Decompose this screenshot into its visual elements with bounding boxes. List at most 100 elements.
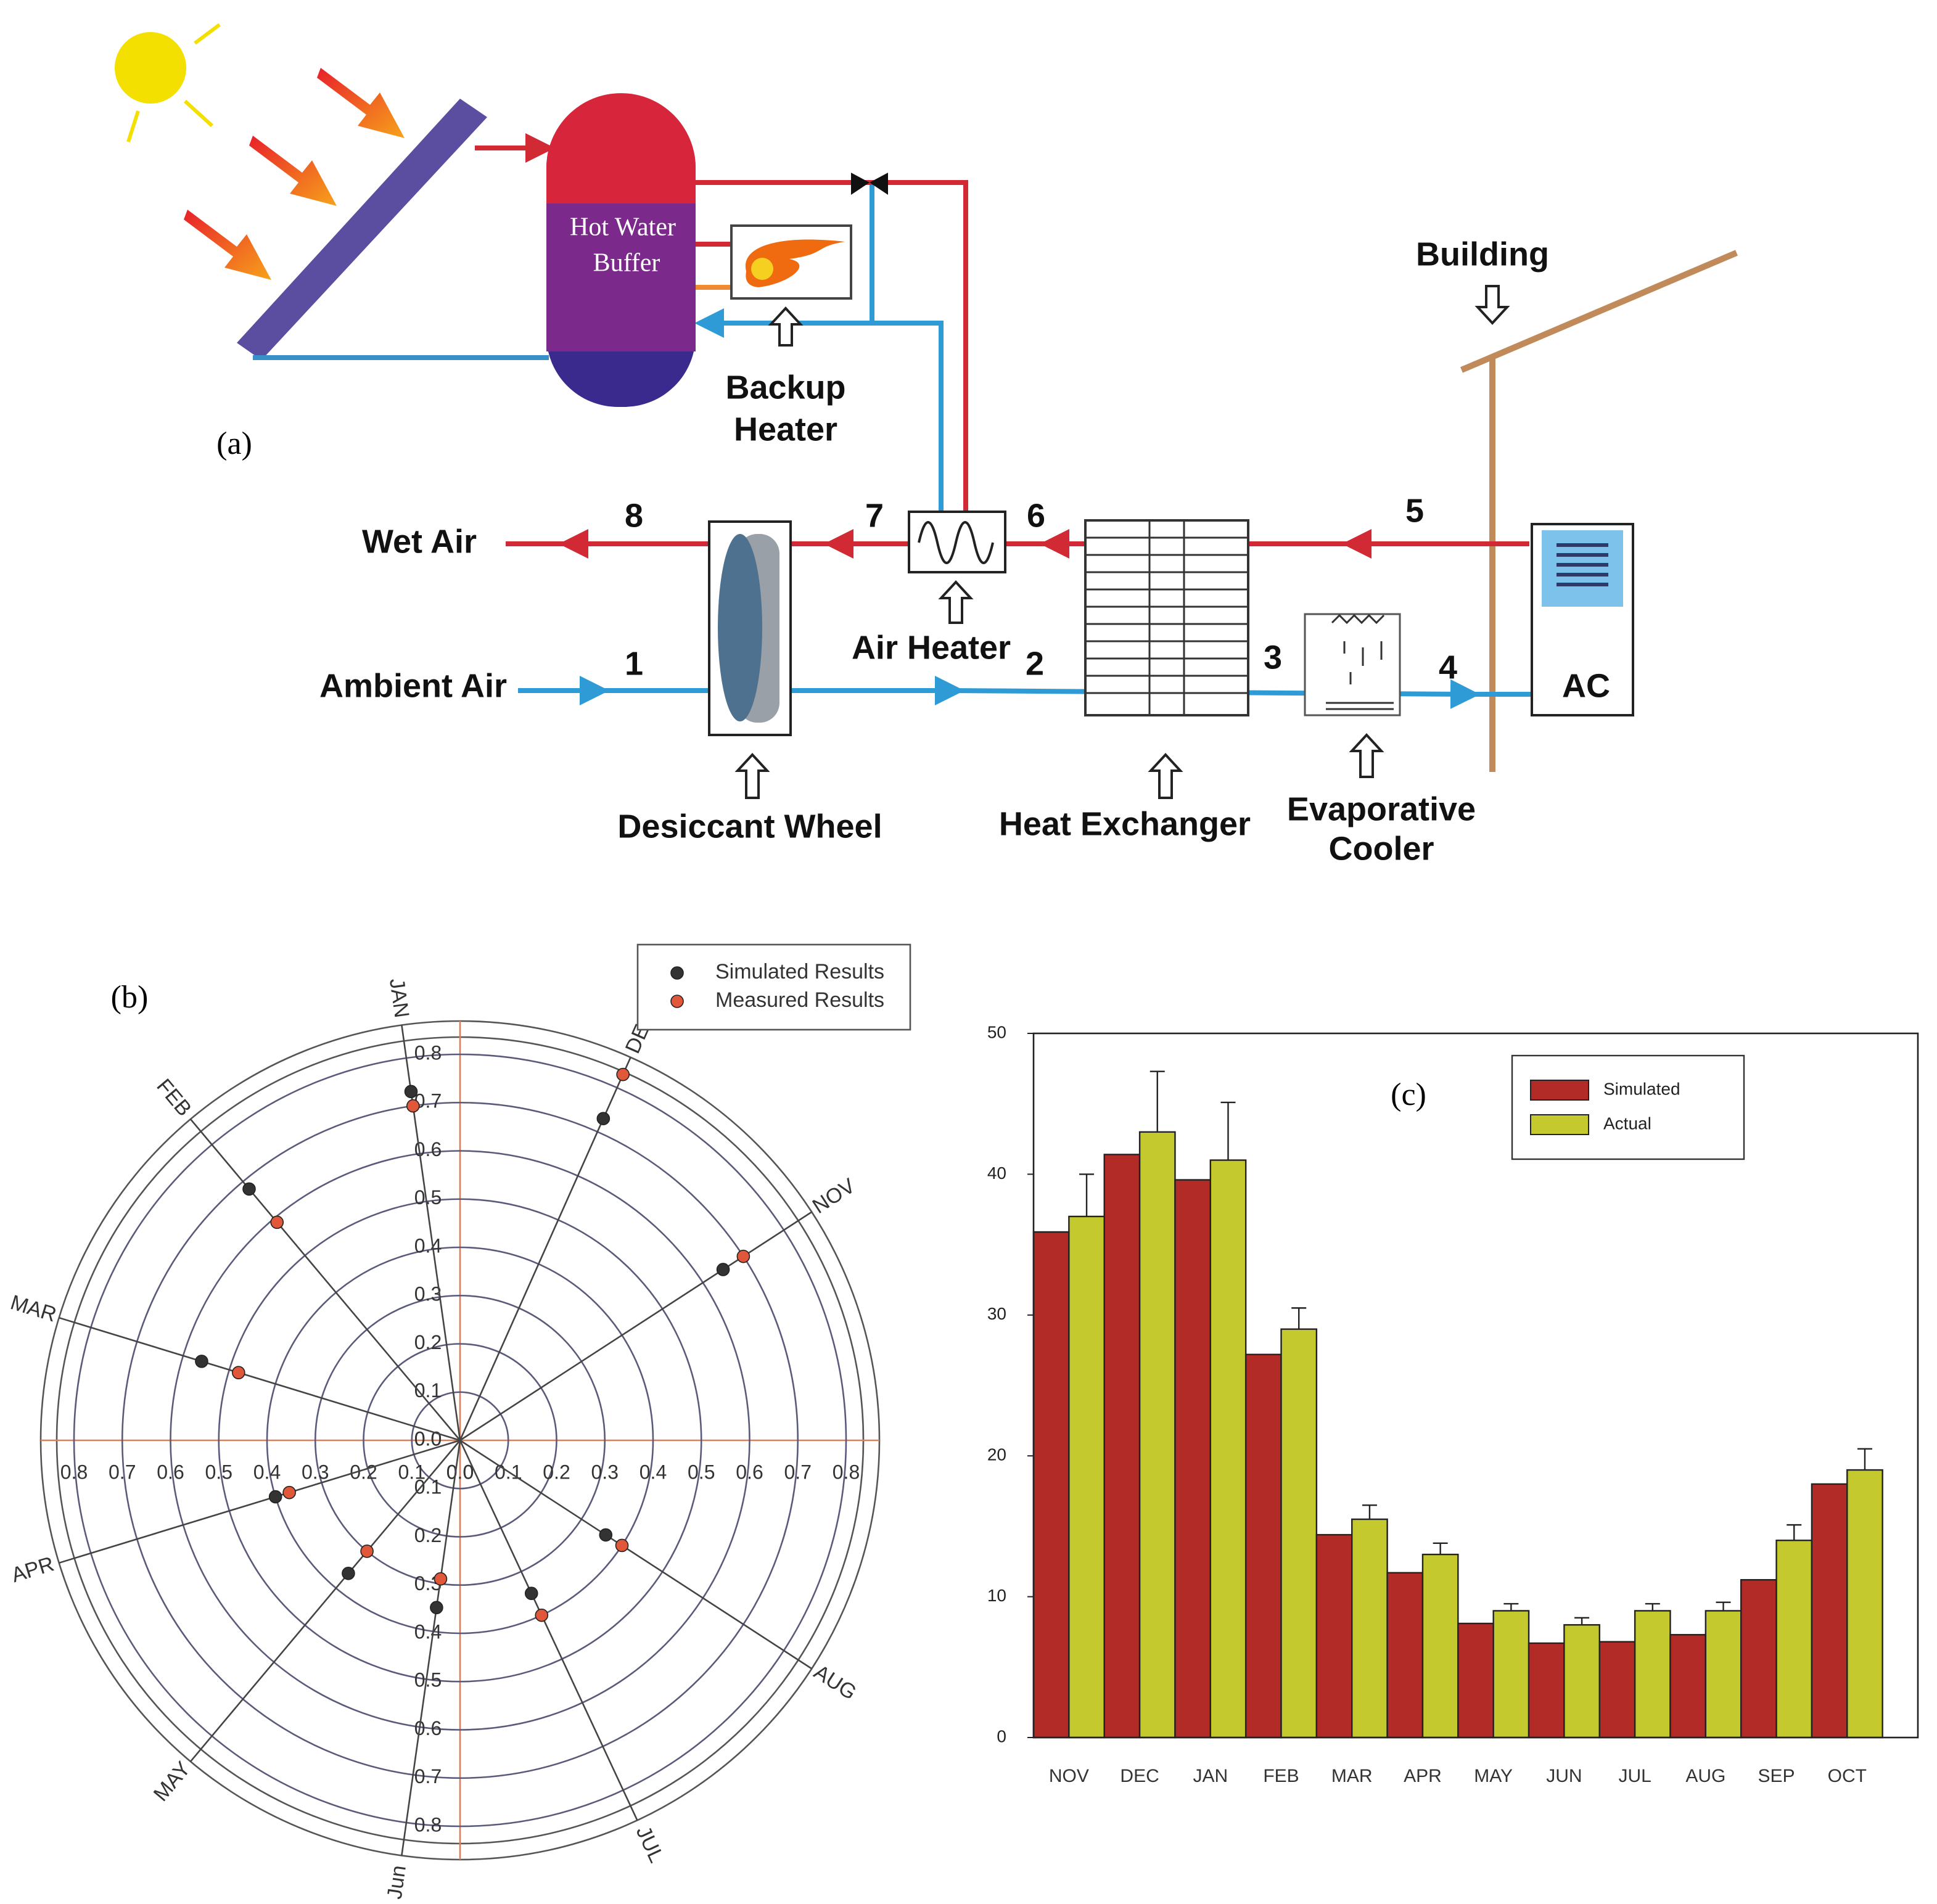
r-tick-label: 0.5	[414, 1186, 442, 1208]
y-tick-label: 10	[987, 1586, 1006, 1605]
r-tick-label: 0.8	[833, 1461, 860, 1483]
data-point	[360, 1545, 374, 1558]
y-tick-label: 50	[987, 1022, 1006, 1041]
r-tick-label: 0.0	[446, 1461, 474, 1483]
state-label: 7	[865, 497, 884, 534]
state-label: 1	[625, 645, 643, 682]
valve	[851, 173, 888, 195]
bar	[1634, 1610, 1671, 1739]
r-tick-label: 0.2	[543, 1461, 570, 1483]
category-label: FEB	[152, 1075, 196, 1121]
heat-exchanger-grid	[1085, 520, 1248, 715]
evaporative-cooler-label: Evaporative	[1287, 790, 1476, 827]
x-tick-label: JUN	[1546, 1766, 1582, 1786]
grid-circle	[266, 1246, 654, 1635]
category-label: JAN	[385, 977, 414, 1019]
grid-circle	[170, 1150, 751, 1731]
bar	[1244, 1353, 1282, 1739]
error-bar	[1716, 1601, 1731, 1611]
state-label: 5	[1405, 492, 1424, 529]
error-bar	[1079, 1173, 1095, 1217]
grid-circle	[314, 1294, 606, 1586]
bar	[1598, 1641, 1636, 1739]
state-label: 6	[1027, 497, 1045, 534]
data-point	[716, 1263, 730, 1276]
spoke	[189, 1440, 461, 1762]
tank-mid	[546, 203, 696, 351]
bar	[1351, 1518, 1388, 1739]
bar	[1280, 1328, 1318, 1739]
y-tick-label: 20	[987, 1445, 1006, 1464]
state-label: 2	[1026, 645, 1044, 682]
ambient-air-label: Ambient Air	[319, 667, 507, 704]
r-tick-label: 0.8	[60, 1461, 88, 1483]
data-point	[535, 1608, 549, 1622]
r-tick-label: 0.1	[398, 1461, 426, 1483]
r-tick-label: 0.8	[414, 1813, 442, 1836]
heat-exchanger	[1084, 519, 1249, 716]
panel-label: (a)	[216, 426, 252, 461]
error-bar	[1645, 1602, 1660, 1611]
r-tick-label: 0.7	[414, 1765, 442, 1787]
spoke	[189, 1118, 461, 1441]
category-label: NOV	[808, 1174, 860, 1218]
sun	[115, 32, 186, 104]
state-label: 4	[1439, 649, 1457, 686]
bar	[1174, 1179, 1211, 1739]
legend-marker	[670, 995, 684, 1008]
bar	[1563, 1624, 1600, 1739]
error-bar	[1503, 1602, 1519, 1611]
legend-box	[636, 943, 911, 1031]
legend-label: Simulated	[1603, 1079, 1680, 1098]
legend-swatch	[1530, 1114, 1589, 1135]
legend-box	[1511, 1054, 1745, 1160]
category-label: MAY	[149, 1757, 195, 1806]
data-point	[404, 1085, 418, 1099]
category-label: MAR	[8, 1291, 59, 1326]
sun-rays	[126, 23, 221, 142]
y-tick-label: 40	[987, 1163, 1006, 1183]
grid-circle	[121, 1101, 799, 1779]
bar	[1421, 1553, 1459, 1739]
wet-air-label: Wet Air	[362, 523, 477, 560]
panel-label: (b)	[111, 980, 149, 1015]
data-point	[232, 1366, 245, 1379]
plot-frame	[1032, 1032, 1919, 1739]
solar-radiation	[184, 68, 405, 280]
tank-label: Buffer	[593, 249, 660, 277]
y-tick-label: 0	[997, 1726, 1006, 1746]
error-bar	[1220, 1101, 1236, 1160]
desiccant-wheel	[718, 534, 762, 721]
legend-label: Simulated Results	[715, 960, 884, 983]
r-tick-label: 0.4	[639, 1461, 667, 1483]
bar	[1528, 1642, 1565, 1739]
spoke	[459, 1439, 813, 1670]
data-point	[282, 1485, 296, 1500]
bar	[1775, 1540, 1813, 1739]
error-bar	[1857, 1448, 1872, 1471]
category-label: AUG	[810, 1660, 860, 1705]
heat-exchanger-label: Heat Exchanger	[999, 805, 1251, 842]
category-label: APR	[9, 1552, 57, 1587]
tank-hot	[546, 93, 696, 203]
data-point	[616, 1067, 630, 1081]
data-point	[599, 1528, 613, 1542]
backup-heater-label: Heater	[734, 411, 837, 448]
data-point	[615, 1538, 629, 1553]
flame-core	[751, 258, 773, 280]
data-point	[736, 1249, 751, 1263]
grid-circle	[218, 1198, 702, 1683]
state-label: 3	[1264, 639, 1282, 676]
bar	[1209, 1159, 1247, 1739]
r-tick-label: 0.6	[736, 1461, 763, 1483]
error-bar	[1574, 1617, 1590, 1625]
bar	[1669, 1634, 1707, 1739]
r-tick-label: 0.4	[414, 1234, 442, 1257]
r-tick-label: 0.3	[414, 1283, 442, 1305]
spoke	[459, 1211, 813, 1442]
bar	[1740, 1578, 1777, 1739]
pipe-supply	[694, 180, 968, 518]
bar	[1103, 1154, 1141, 1739]
data-point	[524, 1586, 538, 1601]
data-point	[430, 1601, 443, 1615]
